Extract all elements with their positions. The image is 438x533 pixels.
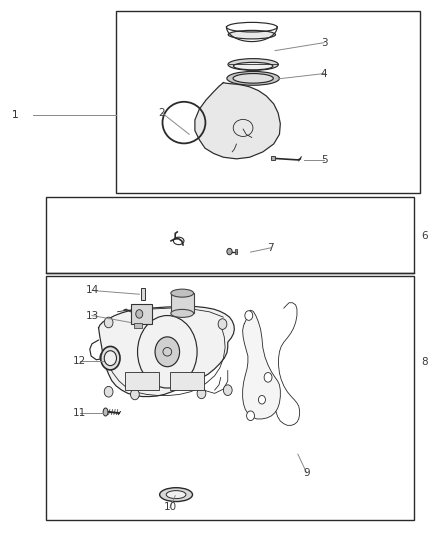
Circle shape	[218, 319, 227, 329]
Bar	[170, 372, 204, 390]
Text: 10: 10	[163, 503, 177, 512]
Circle shape	[104, 386, 113, 397]
Circle shape	[247, 411, 254, 421]
Text: 9: 9	[303, 468, 310, 478]
Circle shape	[136, 310, 143, 318]
Bar	[271, 156, 275, 160]
Text: 8: 8	[421, 358, 428, 367]
Circle shape	[155, 337, 180, 367]
Circle shape	[100, 352, 109, 362]
Bar	[171, 293, 194, 313]
Circle shape	[197, 388, 206, 399]
Bar	[46, 276, 414, 520]
Bar	[125, 372, 159, 390]
Ellipse shape	[228, 59, 279, 70]
Bar	[46, 197, 414, 273]
Bar	[131, 304, 152, 324]
Ellipse shape	[228, 30, 276, 39]
Circle shape	[227, 248, 232, 255]
Polygon shape	[99, 306, 234, 397]
Ellipse shape	[166, 490, 186, 499]
Text: 1: 1	[12, 110, 19, 119]
Text: 12: 12	[73, 357, 86, 366]
Text: 3: 3	[321, 38, 328, 47]
Circle shape	[258, 395, 265, 404]
Ellipse shape	[233, 62, 273, 70]
Ellipse shape	[233, 74, 273, 83]
Circle shape	[264, 373, 272, 382]
Text: 5: 5	[321, 155, 328, 165]
Ellipse shape	[171, 309, 194, 318]
Circle shape	[104, 317, 113, 328]
Text: 11: 11	[73, 408, 86, 418]
Bar	[134, 323, 142, 328]
Text: 4: 4	[321, 69, 328, 78]
Text: 2: 2	[159, 108, 166, 118]
Ellipse shape	[159, 488, 193, 502]
Circle shape	[131, 389, 139, 400]
Circle shape	[223, 385, 232, 395]
Bar	[235, 249, 237, 254]
Text: 14: 14	[85, 286, 99, 295]
Text: 1: 1	[12, 110, 19, 119]
Polygon shape	[195, 83, 280, 159]
Bar	[141, 288, 145, 300]
Circle shape	[101, 346, 120, 370]
Circle shape	[104, 351, 117, 366]
Ellipse shape	[171, 289, 194, 297]
Text: 7: 7	[267, 243, 274, 253]
Text: 6: 6	[421, 231, 428, 240]
Text: 13: 13	[85, 311, 99, 320]
Polygon shape	[243, 310, 280, 419]
Ellipse shape	[227, 71, 279, 85]
Circle shape	[245, 311, 253, 320]
Bar	[116, 11, 420, 193]
Ellipse shape	[103, 408, 108, 416]
